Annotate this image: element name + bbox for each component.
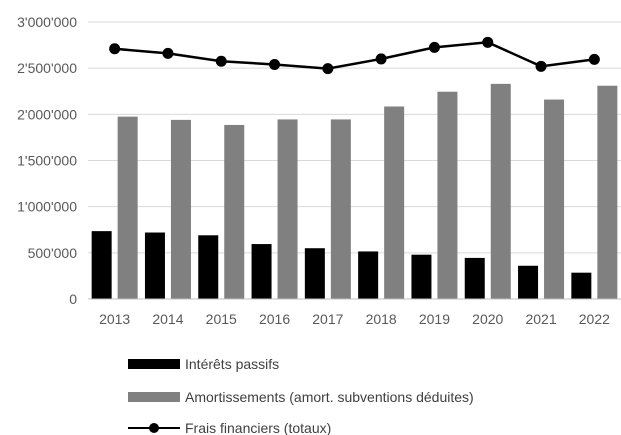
bar-amortissements (597, 85, 618, 300)
bar-interets-passifs (518, 265, 539, 299)
y-tick-label: 1'500'000 (17, 153, 77, 169)
legend: Intérêts passifs Amortissements (amort. s… (128, 356, 474, 435)
bar-amortissements (384, 106, 405, 299)
bar-amortissements (224, 124, 245, 300)
bar-interets-passifs (144, 232, 165, 299)
y-axis: 0 500'000 1'000'000 1'500'000 2'000'000 2'500… (17, 14, 77, 307)
line-point (428, 41, 440, 53)
x-tick-label: 2017 (312, 311, 343, 327)
y-tick-label: 3'000'000 (17, 14, 77, 30)
line-point (109, 43, 121, 55)
x-tick-label: 2015 (206, 311, 237, 327)
bar-amortissements (437, 91, 458, 299)
bar-amortissements (170, 119, 191, 299)
line-point (215, 55, 227, 67)
line-point (482, 36, 494, 48)
x-tick-label: 2014 (152, 311, 183, 327)
y-tick-label: 0 (69, 291, 77, 307)
bar-interets-passifs (198, 235, 219, 299)
bar-amortissements (544, 99, 565, 299)
x-tick-label: 2018 (366, 311, 397, 327)
x-tick-label: 2019 (419, 311, 450, 327)
bar-interets-passifs (464, 257, 485, 299)
legend-marker (149, 423, 159, 433)
x-tick-label: 2022 (579, 311, 610, 327)
x-tick-label: 2013 (99, 311, 130, 327)
legend-swatch (128, 392, 180, 402)
x-tick-label: 2020 (472, 311, 503, 327)
bar-amortissements (117, 116, 138, 300)
line-point (162, 47, 174, 59)
bar-interets-passifs (358, 251, 379, 299)
bar-amortissements (330, 119, 351, 299)
x-tick-label: 2021 (525, 311, 556, 327)
bar-interets-passifs (251, 244, 272, 299)
bar-interets-passifs (91, 231, 112, 299)
y-tick-label: 2'000'000 (17, 106, 77, 122)
line-point (588, 53, 600, 65)
total-line (109, 36, 600, 75)
line-point (375, 53, 387, 65)
legend-item: Intérêts passifs (128, 356, 279, 372)
line-point (269, 58, 281, 70)
line-frais-financiers (114, 41, 595, 70)
x-tick-label: 2016 (259, 311, 290, 327)
legend-label: Intérêts passifs (185, 356, 279, 372)
x-axis: 2013 2014 2015 2016 2017 2018 2019 2020 2021 2022 (88, 298, 621, 327)
y-tick-label: 2'500'000 (17, 60, 77, 76)
bar-interets-passifs (304, 248, 325, 299)
y-tick-label: 1'000'000 (17, 199, 77, 215)
bar-interets-passifs (571, 272, 592, 299)
y-tick-label: 500'000 (28, 245, 78, 261)
line-point (322, 63, 334, 75)
legend-label: Frais financiers (totaux) (185, 420, 331, 435)
legend-item: Frais financiers (totaux) (128, 420, 331, 435)
legend-item: Amortissements (amort. subventions dédui… (128, 389, 474, 405)
legend-label: Amortissements (amort. subventions dédui… (185, 389, 474, 405)
legend-swatch (128, 359, 180, 369)
bar-interets-passifs (411, 254, 432, 299)
line-point (535, 60, 547, 72)
bar-amortissements (277, 119, 298, 299)
bars (91, 83, 618, 300)
bar-amortissements (490, 83, 511, 299)
